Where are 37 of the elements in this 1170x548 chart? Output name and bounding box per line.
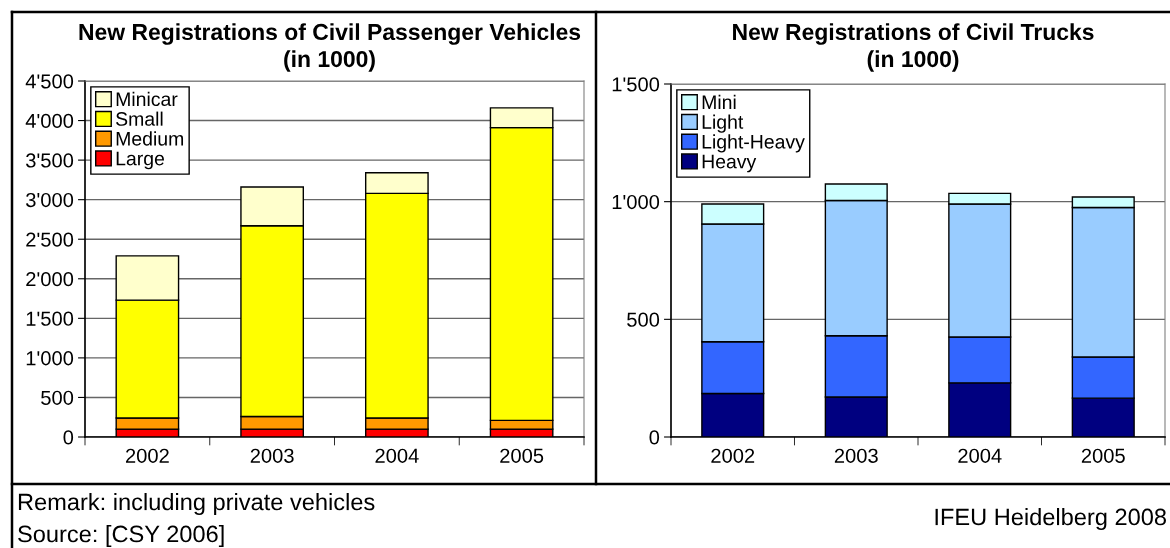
y-tick-label: 3'500 [26, 153, 74, 168]
legend-label: Large [116, 151, 165, 170]
chart-subtitle: (in 1000) [284, 50, 375, 72]
chart-title: New Registrations of Civil Passenger Vehicles [79, 23, 581, 45]
x-tick-label: 2002 [125, 448, 169, 463]
y-tick-label: 1'000 [612, 194, 660, 210]
x-tick-label: 2003 [834, 448, 878, 463]
legend-label: Small [116, 111, 163, 126]
y-tick-label: 2'000 [26, 272, 74, 287]
x-tick-label: 2005 [1081, 448, 1125, 463]
x-tick-label: 2004 [375, 448, 419, 463]
legend-label: Light [702, 114, 744, 133]
y-tick-label: 4'500 [25, 74, 74, 89]
y-tick-label: 3'000 [26, 192, 74, 208]
legend-label: Heavy [702, 154, 757, 173]
y-tick-label: 1'000 [26, 351, 74, 366]
legend-label: Light-Heavy [702, 134, 805, 153]
y-tick-label: 0 [63, 430, 74, 445]
x-tick-label: 2002 [711, 448, 755, 463]
y-tick-label: 1'500 [612, 77, 660, 92]
y-tick-label: 0 [649, 430, 660, 445]
text: IFEU Heidelberg 2008 [935, 507, 1166, 530]
y-tick-label: 500 [41, 390, 74, 405]
text: Remark: including private vehicles [18, 492, 375, 516]
y-tick-label: 4'000 [25, 113, 74, 129]
y-tick-label: 2'500 [26, 232, 74, 247]
chart-title: New Registrations of Civil Trucks [733, 23, 1094, 45]
x-tick-label: 2003 [250, 448, 294, 463]
y-tick-label: 1'500 [26, 311, 74, 326]
source-note: Source: [CSY 2006] [18, 524, 224, 548]
x-tick-label: 2004 [958, 448, 1002, 463]
chart-subtitle: (in 1000) [867, 50, 959, 72]
y-tick-label: 500 [627, 312, 660, 327]
legend-label: Medium [116, 131, 184, 146]
legend-label: Minicar [116, 91, 178, 107]
legend-label: Mini [702, 94, 736, 109]
x-tick-label: 2005 [500, 448, 544, 463]
